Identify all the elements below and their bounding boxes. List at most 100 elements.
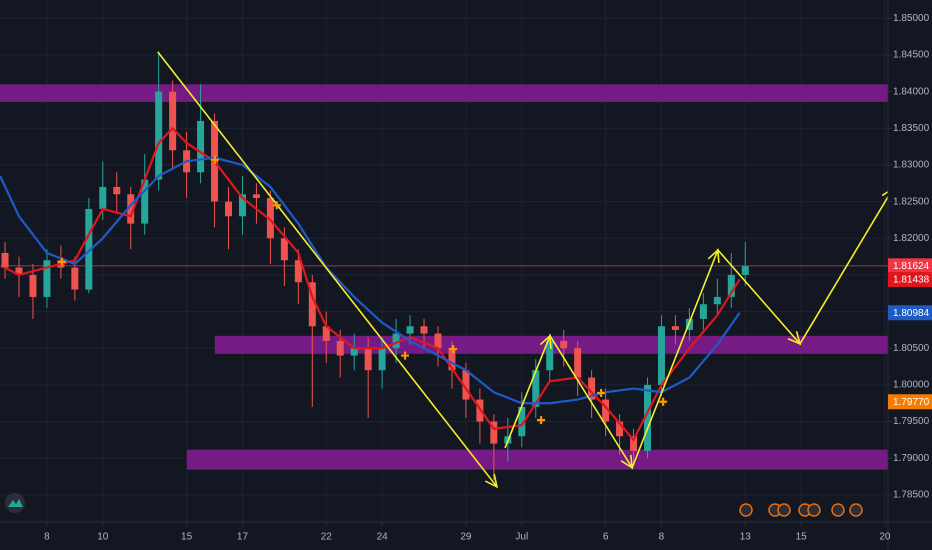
marker [58, 257, 67, 266]
candle-body [490, 421, 498, 444]
x-tick-label: 6 [603, 532, 609, 543]
x-tick-label: 15 [796, 532, 808, 543]
marker [401, 351, 410, 360]
candle-body [448, 348, 456, 371]
candle-body [294, 260, 302, 283]
x-tick-label: 8 [659, 532, 665, 543]
moving-average [4, 126, 741, 442]
marker [449, 344, 458, 353]
candle-body [643, 384, 651, 451]
candle-body [434, 333, 442, 349]
arrow-head [881, 190, 888, 197]
candle-body [699, 304, 707, 319]
candle-body [43, 260, 51, 297]
y-tick-label: 1.83000 [893, 160, 930, 171]
x-tick-label: 24 [377, 532, 389, 543]
y-tick-label: 1.83500 [893, 123, 930, 134]
candle-body [350, 348, 358, 356]
candle-body [364, 348, 372, 371]
candle-body [99, 186, 107, 209]
arrow-head [484, 473, 499, 489]
candle-body [406, 326, 414, 334]
arrow-head [787, 331, 802, 346]
x-tick-label: Jul [515, 532, 528, 543]
y-tick-label: 1.84000 [893, 86, 930, 97]
price-tag-label: 1.80984 [893, 308, 930, 319]
zone [0, 84, 888, 102]
candle-body [657, 326, 665, 385]
x-tick-label: 10 [97, 532, 109, 543]
price-tag [888, 258, 932, 274]
trend-drawing [504, 195, 888, 470]
x-tick-label: 22 [321, 532, 333, 543]
price-tag [888, 305, 932, 321]
candle-body [392, 333, 400, 349]
arrow-head [539, 334, 552, 349]
event-icons [739, 503, 863, 517]
candle-body [85, 208, 93, 290]
candle-body [197, 120, 205, 173]
candle-body [71, 267, 79, 290]
candle-body [224, 201, 232, 217]
candle-body [155, 91, 163, 180]
candle-body [1, 252, 9, 268]
y-tick-label: 1.82000 [893, 233, 930, 244]
marker [537, 416, 546, 425]
x-tick-label: 29 [460, 532, 472, 543]
candle-body [630, 436, 638, 451]
plot-area [0, 51, 888, 489]
x-tick-label: 20 [879, 532, 891, 543]
price-tag-label: 1.79770 [893, 397, 930, 408]
y-tick-label: 1.79500 [893, 416, 930, 427]
y-tick-label: 1.79000 [893, 453, 930, 464]
candle-body [29, 274, 37, 297]
candle-body [252, 194, 260, 198]
x-tick-label: 17 [237, 532, 249, 543]
price-tag [888, 394, 932, 410]
candle-body [308, 282, 316, 327]
candle-body [280, 238, 288, 261]
candle-body [336, 340, 344, 356]
y-tick-label: 1.80000 [893, 380, 930, 391]
candle-body [518, 406, 526, 437]
candle-body [420, 326, 428, 334]
candle-body [602, 399, 610, 422]
candle-body [15, 267, 23, 275]
x-tick-label: 8 [44, 532, 50, 543]
candle-body [727, 274, 735, 297]
candle-body [532, 370, 540, 407]
candle-body [574, 348, 582, 378]
y-tick-label: 1.78500 [893, 490, 930, 501]
trend-drawing [157, 51, 498, 488]
candle-body [671, 326, 679, 330]
logo [5, 493, 25, 513]
x-tick-label: 13 [740, 532, 752, 543]
candle-body [378, 348, 386, 371]
candle-body [266, 197, 274, 239]
candle-body [322, 326, 330, 341]
candle-body [238, 194, 246, 217]
y-tick-label: 1.85000 [893, 13, 930, 24]
x-tick-label: 15 [181, 532, 193, 543]
candle-body [141, 179, 149, 224]
marker [659, 397, 668, 406]
price-tag-label: 1.81624 [893, 261, 930, 272]
arrow-head [620, 454, 634, 470]
y-tick-label: 1.82500 [893, 196, 930, 207]
candle-body [560, 340, 568, 349]
candle-body [616, 421, 624, 437]
arrow-head [707, 248, 720, 264]
marker [272, 201, 281, 210]
price-tag-label: 1.81438 [893, 275, 930, 286]
candle-body [588, 377, 596, 400]
moving-average [0, 156, 741, 405]
candle-body [169, 91, 177, 151]
candle-body [462, 370, 470, 400]
axes: 1.785001.790001.795001.800001.805001.810… [44, 13, 932, 543]
candle-body [741, 266, 749, 275]
marker [210, 155, 219, 164]
price-tag [888, 271, 932, 287]
marker [597, 388, 606, 397]
